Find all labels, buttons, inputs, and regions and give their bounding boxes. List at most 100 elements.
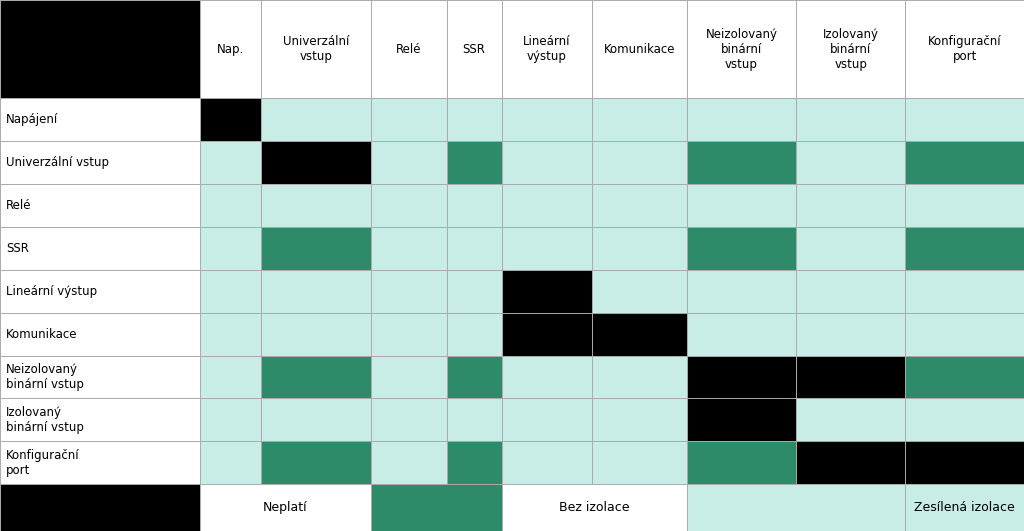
Text: Izolovaný
binární vstup: Izolovaný binární vstup — [6, 406, 84, 434]
Bar — [0, 484, 200, 531]
Bar — [502, 98, 592, 141]
Bar — [371, 441, 446, 484]
Bar — [796, 184, 905, 227]
Bar — [446, 227, 502, 270]
Text: SSR: SSR — [6, 242, 29, 255]
Bar — [200, 484, 371, 531]
Bar — [796, 227, 905, 270]
Text: Relé: Relé — [6, 199, 32, 212]
Bar — [502, 356, 592, 398]
Bar — [261, 141, 371, 184]
Bar — [905, 227, 1024, 270]
Bar — [592, 441, 687, 484]
Bar — [446, 313, 502, 356]
Bar — [905, 313, 1024, 356]
Bar — [371, 398, 446, 441]
Bar — [446, 98, 502, 141]
Bar — [687, 441, 796, 484]
Bar — [371, 484, 502, 531]
Text: Relé: Relé — [396, 42, 421, 56]
Bar — [0, 356, 200, 398]
Bar — [687, 227, 796, 270]
Bar — [796, 141, 905, 184]
Bar — [796, 98, 905, 141]
Bar — [371, 98, 446, 141]
Bar — [687, 356, 796, 398]
Text: Neizolovaný
binární
vstup: Neizolovaný binární vstup — [706, 28, 777, 71]
Bar — [905, 441, 1024, 484]
Bar — [261, 227, 371, 270]
Text: Izolovaný
binární
vstup: Izolovaný binární vstup — [822, 28, 879, 71]
Bar — [371, 227, 446, 270]
Bar — [502, 0, 592, 98]
Bar — [371, 313, 446, 356]
Bar — [592, 227, 687, 270]
Text: Neplatí: Neplatí — [263, 501, 307, 514]
Text: Komunikace: Komunikace — [6, 328, 78, 341]
Bar — [502, 141, 592, 184]
Bar — [371, 184, 446, 227]
Bar — [592, 141, 687, 184]
Bar — [446, 441, 502, 484]
Bar — [796, 270, 905, 313]
Bar — [905, 398, 1024, 441]
Bar — [371, 0, 446, 98]
Bar — [261, 98, 371, 141]
Text: Napájení: Napájení — [6, 113, 58, 126]
Bar — [200, 441, 261, 484]
Bar — [502, 398, 592, 441]
Bar — [687, 184, 796, 227]
Bar — [592, 98, 687, 141]
Bar — [687, 398, 796, 441]
Bar — [592, 184, 687, 227]
Text: SSR: SSR — [463, 42, 485, 56]
Bar — [502, 270, 592, 313]
Bar — [446, 184, 502, 227]
Bar — [446, 356, 502, 398]
Bar — [371, 356, 446, 398]
Bar — [905, 184, 1024, 227]
Text: Univerzální
vstup: Univerzální vstup — [283, 35, 349, 63]
Bar — [200, 141, 261, 184]
Bar — [200, 227, 261, 270]
Bar — [371, 141, 446, 184]
Text: Lineární výstup: Lineární výstup — [6, 285, 97, 298]
Bar — [687, 98, 796, 141]
Bar — [200, 184, 261, 227]
Bar — [0, 313, 200, 356]
Bar — [0, 398, 200, 441]
Text: Nap.: Nap. — [217, 42, 244, 56]
Bar — [796, 441, 905, 484]
Bar — [592, 313, 687, 356]
Bar — [0, 227, 200, 270]
Bar — [502, 313, 592, 356]
Bar — [261, 313, 371, 356]
Bar — [687, 141, 796, 184]
Bar — [200, 270, 261, 313]
Bar — [446, 0, 502, 98]
Text: Bez izolace: Bez izolace — [559, 501, 630, 514]
Bar — [371, 270, 446, 313]
Bar — [261, 0, 371, 98]
Bar — [905, 141, 1024, 184]
Text: Zesílená izolace: Zesílená izolace — [914, 501, 1015, 514]
Text: Lineární
výstup: Lineární výstup — [523, 35, 570, 63]
Bar — [0, 441, 200, 484]
Bar — [905, 270, 1024, 313]
Bar — [261, 356, 371, 398]
Bar — [687, 484, 905, 531]
Bar — [446, 398, 502, 441]
Bar — [592, 398, 687, 441]
Bar — [446, 141, 502, 184]
Bar — [261, 398, 371, 441]
Bar — [592, 0, 687, 98]
Bar — [200, 0, 261, 98]
Bar — [200, 313, 261, 356]
Bar — [0, 270, 200, 313]
Bar — [502, 484, 687, 531]
Bar — [905, 484, 1024, 531]
Bar — [905, 98, 1024, 141]
Bar — [592, 356, 687, 398]
Bar — [796, 356, 905, 398]
Text: Konfigurační
port: Konfigurační port — [6, 449, 80, 477]
